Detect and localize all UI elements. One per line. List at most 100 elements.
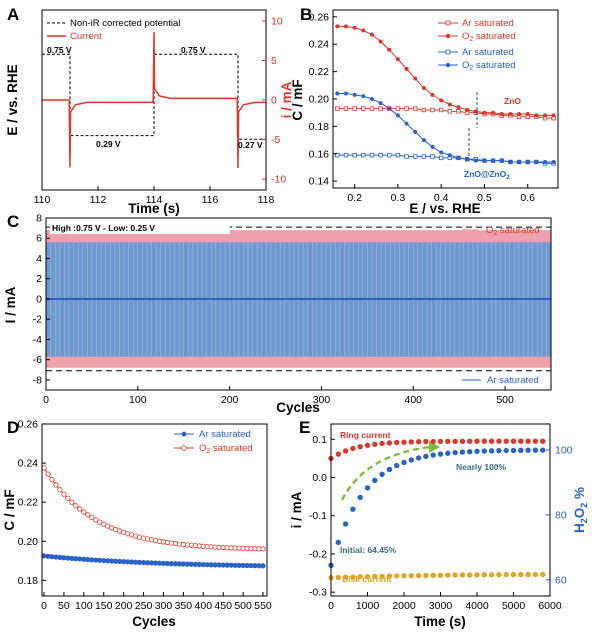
data-point: [447, 102, 452, 107]
data-point: [343, 106, 349, 111]
panel-d-xlabel: Cycles: [132, 614, 176, 629]
panel-c-legend-bottom: Ar saturated: [462, 375, 539, 386]
data-point: [364, 573, 371, 580]
data-point: [386, 573, 393, 579]
y-tick-label: 80: [555, 509, 567, 521]
data-point: [540, 571, 546, 578]
panel-e: E 0 1000 2000 3000 4000 5000 6000 0.1 0.0 -0.1 -0…: [289, 418, 589, 629]
data-point: [343, 152, 349, 158]
data-point: [413, 129, 418, 134]
data-point: [551, 159, 556, 164]
panel-d-series: [41, 465, 266, 569]
data-point: [473, 158, 478, 163]
y-tick-label: 8: [36, 213, 42, 225]
data-point: [408, 457, 414, 463]
legend-marker: [445, 33, 451, 39]
x-tick-label: 2000: [392, 600, 416, 612]
data-point: [491, 110, 496, 115]
data-point: [503, 447, 509, 454]
data-point: [459, 449, 466, 455]
data-point: [423, 438, 429, 445]
data-point: [430, 438, 436, 445]
data-point: [77, 506, 83, 512]
data-point: [379, 573, 385, 579]
data-point: [445, 572, 451, 578]
x-tick-label: 114: [146, 194, 163, 206]
panel-label-b: B: [300, 5, 312, 24]
panel-e-xlabel: Time (s): [414, 614, 466, 629]
x-tick-label: 150: [95, 600, 113, 612]
x-tick-label: 250: [135, 600, 153, 612]
data-point: [525, 159, 530, 164]
panel-c-legend-top: O2 saturated: [462, 225, 540, 237]
x-tick-label: 200: [115, 600, 133, 612]
data-point: [69, 499, 75, 505]
x-tick-label: 118: [258, 194, 275, 206]
panel-e-series: [328, 438, 546, 581]
label-nearly-100: Nearly 100%: [456, 462, 507, 472]
data-point: [357, 574, 363, 580]
data-point: [369, 32, 374, 37]
y-tick-label: 0.24: [309, 39, 330, 51]
data-point: [499, 158, 504, 163]
y-tick-label: 0.18: [18, 575, 39, 587]
data-point: [361, 94, 366, 99]
legend-c-ar: Ar saturated: [487, 375, 539, 386]
legend-marker: [181, 431, 187, 437]
x-tick-label: 4000: [465, 600, 489, 612]
data-point: [543, 159, 548, 164]
data-point: [439, 98, 444, 103]
y-tick-label: 10: [271, 15, 283, 27]
data-point: [352, 152, 357, 158]
data-point: [525, 112, 530, 117]
panel-c-frame: [45, 217, 552, 391]
panel-d: D 0 50 100 150 200 250 300 350 400 450 500 550 0.26…: [2, 418, 272, 629]
data-point: [467, 572, 473, 578]
data-point: [534, 113, 539, 118]
data-point: [525, 438, 531, 444]
data-point: [260, 563, 266, 569]
panel-a: A 110 112 114 116 118 10 5 0 -5 -10 Non-iR corre…: [5, 5, 294, 216]
data-point: [439, 150, 444, 155]
data-point: [421, 107, 427, 113]
x-tick-label: 116: [202, 194, 219, 206]
x-tick-label: 400: [405, 394, 423, 406]
potential-trace: [42, 53, 266, 140]
x-tick-label: 0.2: [347, 192, 362, 204]
y-tick-label: 0.20: [18, 536, 39, 548]
data-point: [482, 158, 487, 163]
data-point: [378, 152, 383, 158]
data-point: [89, 514, 95, 521]
data-point: [525, 447, 531, 453]
data-point: [467, 438, 473, 444]
data-point: [518, 447, 524, 454]
panel-label-a: A: [7, 5, 19, 24]
x-tick-label: 0.5: [477, 192, 492, 204]
x-tick-label: 50: [58, 600, 70, 612]
legend-marker: [445, 49, 451, 55]
panel-c-yticks: 8 6 4 2 0 -2 -4 -6 -8: [33, 213, 50, 386]
data-point: [430, 107, 435, 113]
label-disk-current: Disk current: [342, 574, 392, 584]
y-tick-label: 100: [555, 444, 573, 456]
y-tick-label: 4: [36, 253, 42, 265]
data-point: [456, 109, 461, 114]
data-point: [518, 571, 524, 578]
legend-d-ar: Ar saturated: [199, 429, 251, 440]
series-line: [337, 93, 554, 163]
data-point: [465, 107, 470, 112]
x-tick-label: 200: [221, 394, 239, 406]
data-point: [465, 157, 470, 162]
panel-b-legend: Ar saturated O2 saturated Ar saturated O…: [438, 18, 516, 72]
data-point: [456, 105, 461, 110]
data-point: [543, 113, 548, 118]
data-point: [386, 466, 393, 473]
data-point: [408, 439, 414, 445]
y-tick-label: 60: [555, 574, 567, 586]
panel-a-ylabel: E / vs. RHE: [5, 64, 20, 135]
data-point: [372, 477, 378, 484]
data-point: [421, 138, 426, 143]
data-point: [474, 438, 480, 444]
data-point: [488, 448, 495, 454]
